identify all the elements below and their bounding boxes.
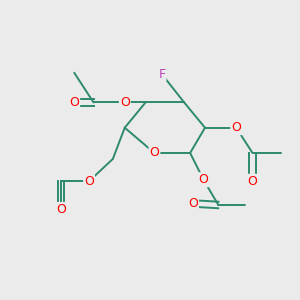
- Text: F: F: [158, 68, 166, 81]
- Text: O: O: [199, 173, 208, 186]
- Text: O: O: [56, 203, 66, 216]
- Text: O: O: [248, 175, 257, 188]
- Text: O: O: [188, 197, 198, 210]
- Text: O: O: [231, 121, 241, 134]
- Text: O: O: [120, 96, 130, 109]
- Text: O: O: [149, 146, 159, 160]
- Text: O: O: [84, 175, 94, 188]
- Text: O: O: [69, 96, 79, 109]
